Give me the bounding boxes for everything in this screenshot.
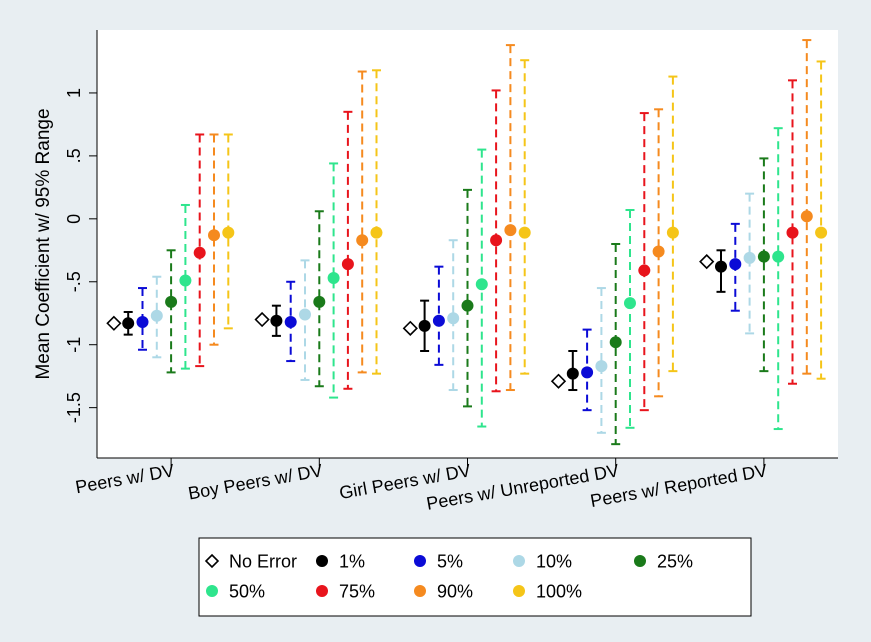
data-point — [461, 299, 474, 312]
data-point — [757, 250, 770, 263]
data-point — [122, 317, 135, 330]
legend-marker — [206, 585, 218, 597]
data-point — [504, 224, 517, 237]
data-point — [800, 210, 813, 223]
x-ticks: Peers w/ DV Boy Peers w/ DV Girl Peers w/ … — [74, 458, 769, 514]
data-point — [566, 367, 579, 380]
data-point — [772, 250, 785, 263]
data-point — [327, 271, 340, 284]
y-tick-label: -1 — [64, 337, 84, 353]
legend-label: 90% — [437, 582, 473, 602]
data-point — [270, 314, 283, 327]
data-point — [666, 226, 679, 239]
legend-marker — [316, 555, 328, 567]
data-point — [370, 226, 383, 239]
legend-label: 1% — [339, 552, 365, 572]
data-point — [165, 295, 178, 308]
data-point — [490, 234, 503, 247]
legend-label: No Error — [229, 552, 297, 572]
data-point — [447, 312, 460, 325]
data-point — [581, 366, 594, 379]
data-point — [356, 234, 369, 247]
data-point — [786, 226, 799, 239]
data-point — [150, 309, 163, 322]
data-point — [179, 274, 192, 287]
legend-marker — [513, 585, 525, 597]
data-point — [193, 246, 206, 259]
data-markers — [106, 210, 828, 389]
y-tick-label: 0 — [64, 214, 84, 224]
data-point — [284, 316, 297, 329]
data-point — [208, 229, 220, 242]
data-point — [609, 336, 622, 349]
y-tick-label: 1 — [64, 88, 84, 98]
legend-label: 5% — [437, 552, 463, 572]
data-point — [136, 316, 149, 329]
data-point — [699, 253, 715, 270]
data-point — [743, 251, 756, 264]
data-point — [595, 360, 608, 373]
legend-label: 10% — [536, 552, 572, 572]
legend-marker — [513, 555, 525, 567]
data-point — [299, 308, 311, 321]
data-point — [624, 297, 636, 310]
y-tick-label: -1.5 — [64, 392, 84, 423]
legend: No Error 1% 5% 10% 25% 50% 75% 90% 100% — [204, 552, 693, 602]
legend-box — [198, 537, 752, 617]
data-point — [550, 373, 567, 389]
data-point — [815, 226, 828, 239]
data-point — [341, 258, 354, 271]
legend-marker — [204, 553, 220, 569]
y-ticks: 1 .5 0 -.5 -1 -1.5 — [64, 88, 97, 423]
legend-marker — [414, 555, 426, 567]
data-point — [518, 226, 531, 239]
legend-label: 100% — [536, 582, 582, 602]
legend-marker — [316, 585, 328, 597]
data-point — [222, 226, 235, 239]
data-point — [638, 264, 651, 277]
data-point — [715, 260, 727, 273]
legend-label: 25% — [657, 552, 693, 572]
y-tick-label: .5 — [64, 148, 84, 163]
x-tick-label: Boy Peers w/ DV — [187, 460, 324, 503]
legend-label: 75% — [339, 582, 375, 602]
data-point — [729, 258, 742, 271]
x-tick-label: Peers w/ DV — [74, 460, 176, 497]
data-point — [402, 320, 418, 336]
legend-marker — [414, 585, 426, 597]
legend-label: 50% — [229, 582, 265, 602]
data-point — [418, 319, 431, 332]
data-point — [313, 295, 326, 308]
data-point — [475, 278, 488, 291]
data-point — [652, 245, 665, 258]
data-point — [106, 315, 122, 331]
data-point — [254, 311, 270, 328]
data-point — [432, 314, 445, 327]
y-tick-label: -.5 — [64, 271, 84, 292]
y-axis-label: Mean Coefficient w/ 95% Range — [33, 108, 54, 379]
legend-marker — [634, 555, 646, 567]
